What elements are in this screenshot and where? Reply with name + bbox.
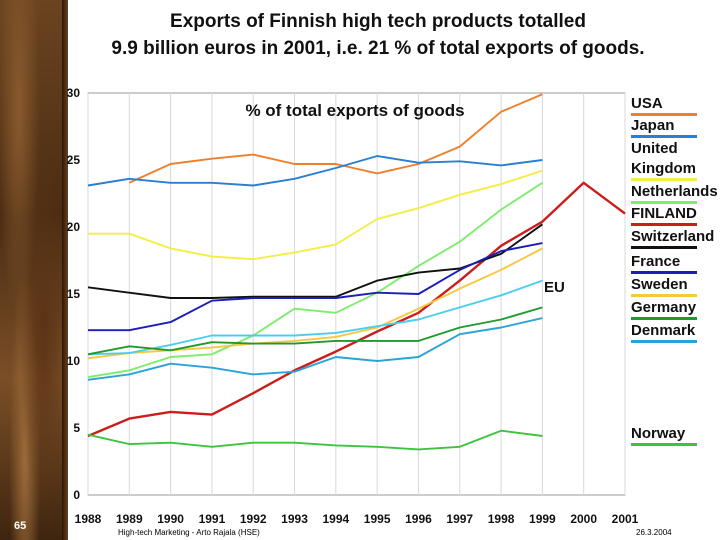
legend-label: USA xyxy=(631,95,663,112)
y-tick-label: 5 xyxy=(73,421,80,435)
series-line-usa xyxy=(128,93,543,184)
x-tick-label: 1992 xyxy=(240,512,267,526)
plot-border xyxy=(87,92,626,496)
legend-swatch xyxy=(631,178,697,181)
legend-swatch xyxy=(631,135,697,138)
x-tick-label: 1991 xyxy=(199,512,226,526)
slide-number: 65 xyxy=(14,520,27,532)
eu-annotation: EU xyxy=(544,279,565,296)
decorative-sidebar xyxy=(0,0,62,540)
footer-date: 26.3.2004 xyxy=(636,528,672,537)
x-tick-label: 1993 xyxy=(281,512,308,526)
series-line-eu xyxy=(87,279,543,356)
legend-label: Japan xyxy=(631,117,674,134)
series-line-denmark xyxy=(87,317,543,381)
legend-swatch xyxy=(631,443,697,446)
chart-title: % of total exports of goods xyxy=(245,101,464,120)
y-tick-label: 25 xyxy=(67,153,81,167)
legend-label: United xyxy=(631,140,678,157)
legend-label: Netherlands xyxy=(631,183,718,200)
legend-swatch xyxy=(631,294,697,297)
legend-swatch xyxy=(631,271,697,274)
legend-label: France xyxy=(631,253,680,270)
footer-author: High-tech Marketing - Arto Rajala (HSE) xyxy=(118,528,260,537)
series-line-united-kingdom xyxy=(88,169,543,261)
slide-title-line1: Exports of Finnish high tech products to… xyxy=(170,11,586,32)
legend-swatch xyxy=(631,223,697,226)
series-line-sweden xyxy=(87,247,543,360)
plot-area xyxy=(87,92,626,496)
slide-title-line2: 9.9 billion euros in 2001, i.e. 21 % of … xyxy=(111,38,645,59)
x-tick-label: 1996 xyxy=(405,512,432,526)
series-line-netherlands xyxy=(87,182,543,379)
x-tick-label: 1997 xyxy=(446,512,473,526)
x-tick-label: 1988 xyxy=(75,512,102,526)
series-line-germany xyxy=(87,306,543,356)
series-line-france xyxy=(88,242,543,332)
x-tick-label: 1990 xyxy=(157,512,184,526)
legend-label: Kingdom xyxy=(631,160,696,177)
x-tick-label: 1989 xyxy=(116,512,143,526)
x-tick-label: 1998 xyxy=(488,512,515,526)
y-tick-label: 30 xyxy=(67,86,81,100)
legend-label: Norway xyxy=(631,425,686,442)
slide-title: Exports of Finnish high tech products to… xyxy=(68,8,688,62)
x-tick-label: 1995 xyxy=(364,512,391,526)
y-tick-label: 15 xyxy=(67,287,81,301)
y-tick-label: 10 xyxy=(67,354,81,368)
y-tick-label: 0 xyxy=(73,488,80,502)
x-tick-label: 1999 xyxy=(529,512,556,526)
y-tick-label: 20 xyxy=(67,220,81,234)
legend-swatch xyxy=(631,246,697,249)
x-tick-label: 1994 xyxy=(322,512,349,526)
series-line-norway xyxy=(87,429,543,451)
sidebar-edge xyxy=(62,0,68,540)
legend-swatch xyxy=(631,201,697,204)
legend-label: Germany xyxy=(631,299,697,316)
series-line-japan xyxy=(87,155,543,187)
legend-swatch xyxy=(631,340,697,343)
legend: USA Japan United Kingdom Netherlands FINLAND S… xyxy=(631,95,718,446)
legend-swatch xyxy=(631,317,697,320)
legend-label: FINLAND xyxy=(631,205,697,222)
legend-swatch xyxy=(631,113,697,116)
legend-label: Sweden xyxy=(631,276,688,293)
legend-label: Switzerland xyxy=(631,228,714,245)
x-tick-label: 2001 xyxy=(612,512,639,526)
x-tick-label: 2000 xyxy=(570,512,597,526)
legend-label: Denmark xyxy=(631,322,696,339)
